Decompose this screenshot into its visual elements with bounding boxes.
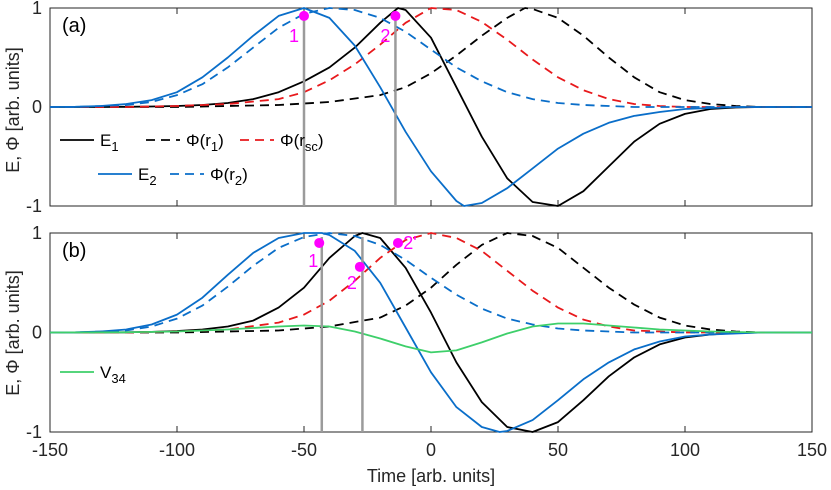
panel-b: -1 0 1 -150 -100 -50 0 50 100 150 1 2 2' (b) V34 (26, 223, 827, 460)
xtick-label-b: -150 (32, 440, 68, 460)
series-r1-b (50, 232, 812, 334)
marker-label-b-1: 2 (347, 273, 357, 293)
panel-label-a: (a) (62, 15, 86, 37)
series-r1-a (50, 7, 812, 108)
series-r2-a (50, 7, 812, 108)
legend-label-b-v34: V34 (100, 363, 126, 386)
legend-label-a-r2: Φ(r2) (210, 165, 248, 188)
legend-label-a-rsc: Φ(rsc) (280, 131, 324, 154)
marker-b-1 (314, 237, 325, 248)
marker-b-2 (392, 237, 403, 248)
ylabel-a: E, Φ [arb. units] (3, 47, 23, 172)
marker-label-b-0: 1 (308, 251, 318, 271)
series-r2-b (50, 232, 812, 334)
xtick-label-b: 150 (797, 440, 827, 460)
legend-label-a-e2: E2 (138, 165, 157, 188)
ytick-label-b: -1 (26, 422, 42, 442)
series-rsc-a (50, 7, 812, 108)
ylabel-b: E, Φ [arb. units] (3, 270, 23, 395)
xtick-label-b: 0 (426, 440, 436, 460)
xtick-label-b: 100 (670, 440, 700, 460)
marker-a-1 (299, 10, 309, 21)
legend-label-a-e1: E1 (100, 131, 119, 154)
marker-label-a-0: 1 (289, 26, 299, 46)
panel-label-b: (b) (62, 240, 86, 262)
ytick-label-a: 0 (32, 97, 42, 117)
marker-a-2 (390, 10, 401, 21)
marker-b-2 (354, 261, 365, 272)
ytick-label-a: 1 (32, 0, 42, 18)
series-e1-a (50, 7, 812, 207)
marker-label-a-1: 2 (380, 26, 390, 46)
marker-label-b-2: 2' (403, 233, 416, 253)
xtick-label-b: -50 (291, 440, 317, 460)
panel-a: -1 0 1 1 2 (a) E1 Φ(r1) Φ(rsc) E2 Φ(r2) (26, 0, 813, 216)
xtick-label-b: 50 (548, 440, 568, 460)
xlabel: Time [arb. units] (367, 466, 495, 486)
xtick-label-b: -100 (159, 440, 195, 460)
series-v34-b (49, 322, 812, 354)
ytick-label-a: -1 (26, 196, 42, 216)
series-e2-a (49, 7, 812, 207)
series-rsc-b (50, 232, 812, 334)
ytick-label-b: 1 (32, 223, 42, 243)
ytick-label-b: 0 (32, 323, 42, 343)
legend-label-a-r1: Φ(r1) (186, 131, 224, 154)
